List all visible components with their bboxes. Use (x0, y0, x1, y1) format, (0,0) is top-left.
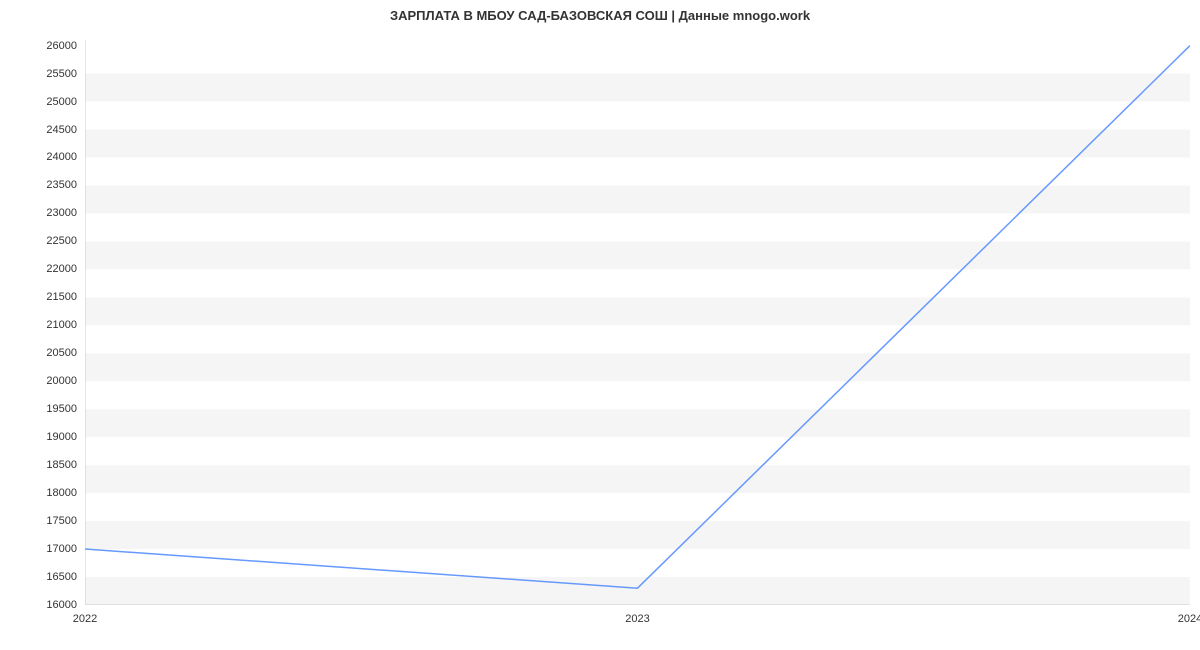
y-tick-label: 16500 (0, 571, 77, 583)
y-tick-label: 20000 (0, 375, 77, 387)
y-tick-label: 17500 (0, 515, 77, 527)
y-tick-label: 22500 (0, 235, 77, 247)
y-tick-label: 19500 (0, 403, 77, 415)
salary-line-chart: ЗАРПЛАТА В МБОУ САД-БАЗОВСКАЯ СОШ | Данн… (0, 0, 1200, 650)
y-tick-label: 22000 (0, 263, 77, 275)
plot-area (85, 40, 1190, 605)
y-tick-label: 16000 (0, 599, 77, 611)
x-tick-label: 2023 (625, 613, 649, 625)
y-tick-label: 18000 (0, 487, 77, 499)
y-tick-label: 21500 (0, 291, 77, 303)
plot-svg (85, 40, 1190, 605)
y-tick-label: 23000 (0, 207, 77, 219)
x-tick-label: 2024 (1178, 613, 1200, 625)
y-tick-label: 19000 (0, 431, 77, 443)
y-tick-label: 23500 (0, 179, 77, 191)
y-tick-label: 25000 (0, 96, 77, 108)
y-tick-label: 25500 (0, 68, 77, 80)
y-tick-label: 26000 (0, 40, 77, 52)
y-tick-label: 17000 (0, 543, 77, 555)
y-tick-label: 21000 (0, 319, 77, 331)
y-tick-label: 20500 (0, 347, 77, 359)
chart-title: ЗАРПЛАТА В МБОУ САД-БАЗОВСКАЯ СОШ | Данн… (0, 8, 1200, 23)
y-tick-label: 24500 (0, 124, 77, 136)
x-tick-label: 2022 (73, 613, 97, 625)
y-tick-label: 24000 (0, 151, 77, 163)
y-tick-label: 18500 (0, 459, 77, 471)
